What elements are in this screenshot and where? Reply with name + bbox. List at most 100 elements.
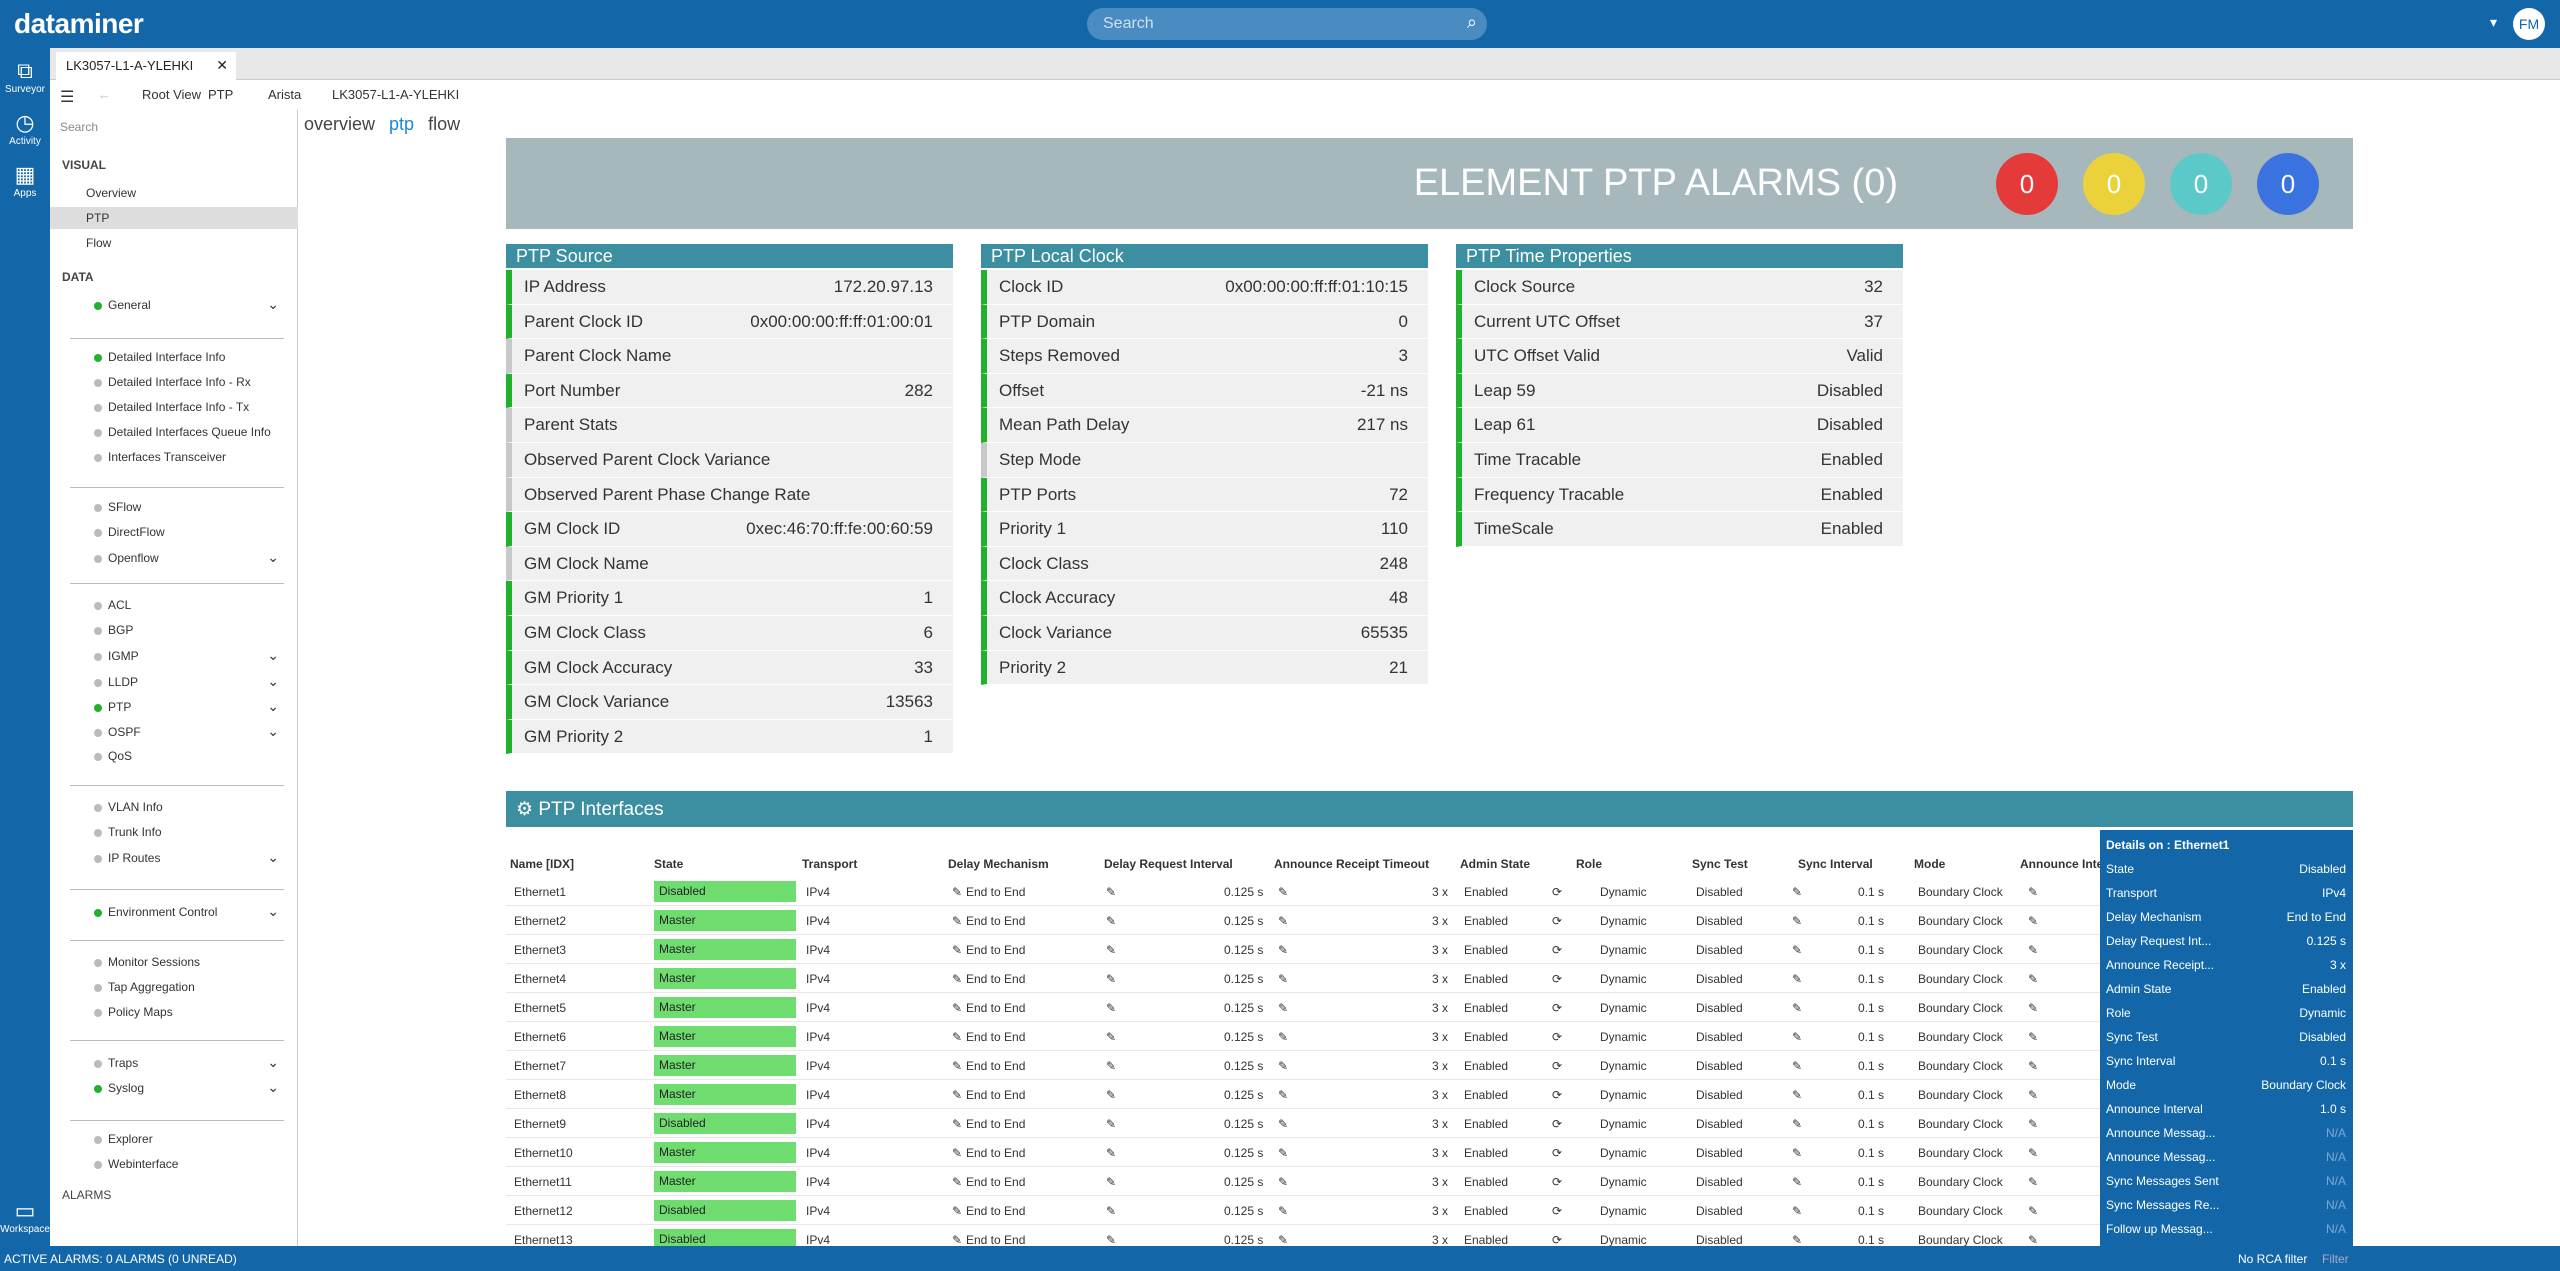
tab-element[interactable]: LK3057-L1-A-YLEHKI ✕	[56, 52, 236, 80]
close-icon[interactable]: ✕	[216, 57, 228, 73]
edit-icon[interactable]: ✎	[952, 885, 963, 899]
edit-icon[interactable]: ✎	[952, 1146, 963, 1160]
edit-icon[interactable]: ✎	[952, 1233, 963, 1247]
edit-icon[interactable]: ✎	[952, 1175, 963, 1189]
breadcrumb-item-ptp[interactable]: PTP	[208, 87, 234, 102]
nav-activity[interactable]: ◷ Activity	[0, 110, 50, 147]
table-row[interactable]: Ethernet5 Master IPv4 End to End 0.125 s 3 x E…	[506, 993, 2106, 1022]
sidebar-item[interactable]: Syslog	[108, 1081, 145, 1095]
edit-icon[interactable]: ✎	[1278, 972, 1289, 986]
edit-icon[interactable]: ✎	[952, 1117, 963, 1131]
refresh-icon[interactable]: ⟳	[1552, 1001, 1563, 1015]
refresh-icon[interactable]: ⟳	[1552, 972, 1563, 986]
refresh-icon[interactable]: ⟳	[1552, 1059, 1563, 1073]
table-row[interactable]: Ethernet6 Master IPv4 End to End 0.125 s 3 x E…	[506, 1022, 2106, 1051]
edit-icon[interactable]: ✎	[952, 1088, 963, 1102]
state-badge[interactable]: Disabled	[654, 1113, 796, 1134]
refresh-icon[interactable]: ⟳	[1552, 1117, 1563, 1131]
sidebar-item[interactable]: Detailed Interface Info - Tx	[108, 400, 250, 414]
sidebar-item[interactable]: Environment Control	[108, 905, 218, 919]
edit-icon[interactable]: ✎	[1792, 1204, 1803, 1218]
sidebar-item[interactable]: Detailed Interfaces Queue Info	[108, 425, 271, 439]
edit-icon[interactable]: ✎	[2028, 972, 2039, 986]
edit-icon[interactable]: ✎	[1792, 1146, 1803, 1160]
sidebar-item-ptp-visual[interactable]: PTP	[86, 211, 110, 225]
sidebar-item[interactable]: General	[108, 298, 151, 312]
edit-icon[interactable]: ✎	[952, 943, 963, 957]
edit-icon[interactable]: ✎	[1106, 943, 1117, 957]
sidebar-item[interactable]: Explorer	[108, 1132, 153, 1146]
chevron-down-icon[interactable]: ⌄	[267, 1054, 279, 1070]
edit-icon[interactable]: ✎	[1278, 1146, 1289, 1160]
sidebar-item[interactable]: QoS	[108, 749, 133, 763]
refresh-icon[interactable]: ⟳	[1552, 1146, 1563, 1160]
chevron-down-icon[interactable]: ⌄	[267, 698, 279, 714]
edit-icon[interactable]: ✎	[1106, 1059, 1117, 1073]
section-data[interactable]: DATA	[62, 270, 94, 284]
column-header[interactable]: Delay Request Interval	[1104, 857, 1233, 871]
minor-alarm-count[interactable]: 0	[2170, 153, 2232, 215]
sidebar-item[interactable]: Interfaces Transceiver	[108, 450, 227, 464]
edit-icon[interactable]: ✎	[1106, 1233, 1117, 1247]
column-header[interactable]: State	[654, 857, 684, 871]
edit-icon[interactable]: ✎	[952, 1204, 963, 1218]
edit-icon[interactable]: ✎	[1792, 943, 1803, 957]
sidebar-item-flow[interactable]: Flow	[86, 236, 112, 250]
table-row[interactable]: Ethernet12 Disabled IPv4 End to End 0.125 s 3…	[506, 1196, 2106, 1225]
sidebar-item[interactable]: BGP	[108, 623, 134, 637]
refresh-icon[interactable]: ⟳	[1552, 885, 1563, 899]
state-badge[interactable]: Master	[654, 968, 796, 989]
state-badge[interactable]: Master	[654, 939, 796, 960]
edit-icon[interactable]: ✎	[1792, 1088, 1803, 1102]
user-avatar[interactable]: FM	[2513, 8, 2545, 40]
table-row[interactable]: Ethernet8 Master IPv4 End to End 0.125 s 3 x E…	[506, 1080, 2106, 1109]
section-alarms[interactable]: ALARMS	[62, 1188, 112, 1202]
chevron-down-icon[interactable]: ⌄	[267, 723, 279, 739]
edit-icon[interactable]: ✎	[2028, 1088, 2039, 1102]
edit-icon[interactable]: ✎	[1106, 1030, 1117, 1044]
edit-icon[interactable]: ✎	[1278, 1030, 1289, 1044]
edit-icon[interactable]: ✎	[1792, 885, 1803, 899]
column-header[interactable]: Role	[1576, 857, 1603, 871]
edit-icon[interactable]: ✎	[1106, 1001, 1117, 1015]
edit-icon[interactable]: ✎	[1106, 914, 1117, 928]
edit-icon[interactable]: ✎	[1792, 1059, 1803, 1073]
edit-icon[interactable]: ✎	[952, 1030, 963, 1044]
sidebar-item[interactable]: Traps	[108, 1056, 139, 1070]
edit-icon[interactable]: ✎	[952, 1001, 963, 1015]
edit-icon[interactable]: ✎	[1792, 1175, 1803, 1189]
edit-icon[interactable]: ✎	[1106, 1204, 1117, 1218]
sidebar-item[interactable]: DirectFlow	[108, 525, 165, 539]
edit-icon[interactable]: ✎	[2028, 1001, 2039, 1015]
breadcrumb-item-root[interactable]: Root View	[142, 87, 202, 102]
edit-icon[interactable]: ✎	[1278, 1117, 1289, 1131]
edit-icon[interactable]: ✎	[1278, 1233, 1289, 1247]
edit-icon[interactable]: ✎	[1106, 1117, 1117, 1131]
sidebar-item[interactable]: Monitor Sessions	[108, 955, 201, 969]
column-header[interactable]: Transport	[802, 857, 858, 871]
refresh-icon[interactable]: ⟳	[1552, 1204, 1563, 1218]
edit-icon[interactable]: ✎	[1278, 1088, 1289, 1102]
edit-icon[interactable]: ✎	[952, 914, 963, 928]
tab-ptp[interactable]: ptp	[389, 114, 415, 134]
column-header[interactable]: Name [IDX]	[510, 857, 575, 871]
global-search-input[interactable]: Search ⌕	[1087, 8, 1487, 40]
nav-workspace[interactable]: ▭ Workspace	[0, 1198, 50, 1235]
edit-icon[interactable]: ✎	[1278, 1001, 1289, 1015]
state-badge[interactable]: Master	[654, 910, 796, 931]
edit-icon[interactable]: ✎	[1278, 943, 1289, 957]
table-row[interactable]: Ethernet3 Master IPv4 End to End 0.125 s 3 x E…	[506, 935, 2106, 964]
sidebar-item[interactable]: VLAN Info	[108, 800, 163, 814]
edit-icon[interactable]: ✎	[1278, 885, 1289, 899]
state-badge[interactable]: Disabled	[654, 1229, 796, 1250]
sidebar-item[interactable]: PTP	[108, 700, 132, 714]
nav-surveyor[interactable]: ⧉ Surveyor	[0, 58, 50, 95]
nav-apps[interactable]: ▦ Apps	[0, 162, 50, 199]
tab-overview[interactable]: overview	[304, 114, 376, 134]
state-badge[interactable]: Disabled	[654, 1200, 796, 1221]
column-header[interactable]: Mode	[1914, 857, 1946, 871]
state-badge[interactable]: Master	[654, 1084, 796, 1105]
rca-filter[interactable]: No RCA filter	[2238, 1252, 2308, 1266]
warning-alarm-count[interactable]: 0	[2257, 153, 2319, 215]
sidebar-item[interactable]: Tap Aggregation	[108, 980, 195, 994]
